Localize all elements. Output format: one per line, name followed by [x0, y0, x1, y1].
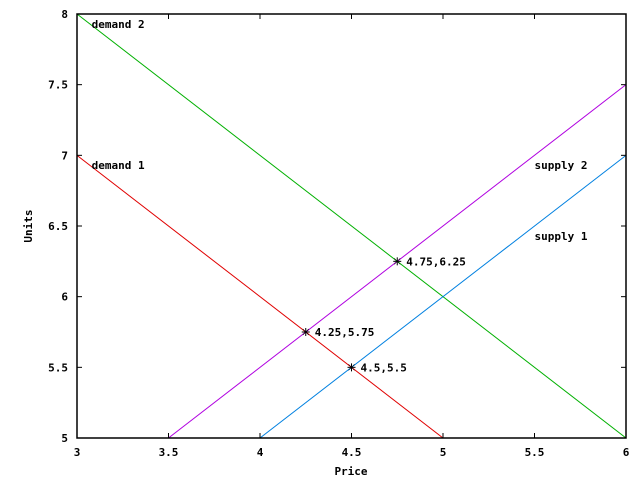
series-line-supply-1: [259, 154, 627, 439]
y-tick-label: 7: [61, 149, 68, 162]
series-line-demand-2: [76, 13, 627, 439]
x-axis-label: Price: [334, 465, 367, 478]
x-tick-label: 3: [74, 446, 81, 459]
x-tick-label: 5.5: [525, 446, 545, 459]
annotations: 4.25,5.75 4.5,5.5 4.75,6.25: [301, 255, 466, 374]
series-lines: [76, 13, 627, 439]
y-tick-label: 8: [61, 8, 68, 21]
series-label: demand 2: [92, 18, 145, 31]
series-labels: demand 1 demand 2 supply 1 supply 2: [92, 18, 588, 243]
series-label: supply 2: [535, 159, 588, 172]
y-tick-label: 6.5: [48, 220, 68, 233]
x-tick-label: 6: [623, 446, 630, 459]
x-tick-label: 4: [257, 446, 264, 459]
x-tick-label: 4.5: [342, 446, 362, 459]
y-tick-label: 5.5: [48, 361, 68, 374]
x-tick-label: 3.5: [159, 446, 179, 459]
point-annotation: 4.5,5.5: [361, 361, 407, 374]
y-tick-label: 7.5: [48, 79, 68, 92]
y-axis-label: Units: [22, 209, 35, 242]
x-tick-label: 5: [440, 446, 447, 459]
series-line-demand-1: [76, 154, 444, 439]
y-tick-label: 6: [61, 291, 68, 304]
y-tick-label: 5: [61, 432, 68, 445]
series-label: demand 1: [92, 159, 145, 172]
series-label: supply 1: [535, 230, 588, 243]
point-annotation: 4.25,5.75: [315, 326, 375, 339]
point-annotation: 4.75,6.25: [406, 255, 466, 268]
ticks: 3 3.5 4 4.5 5 5.5 6 5 5.5 6 6.5 7 7.5 8: [48, 8, 630, 459]
